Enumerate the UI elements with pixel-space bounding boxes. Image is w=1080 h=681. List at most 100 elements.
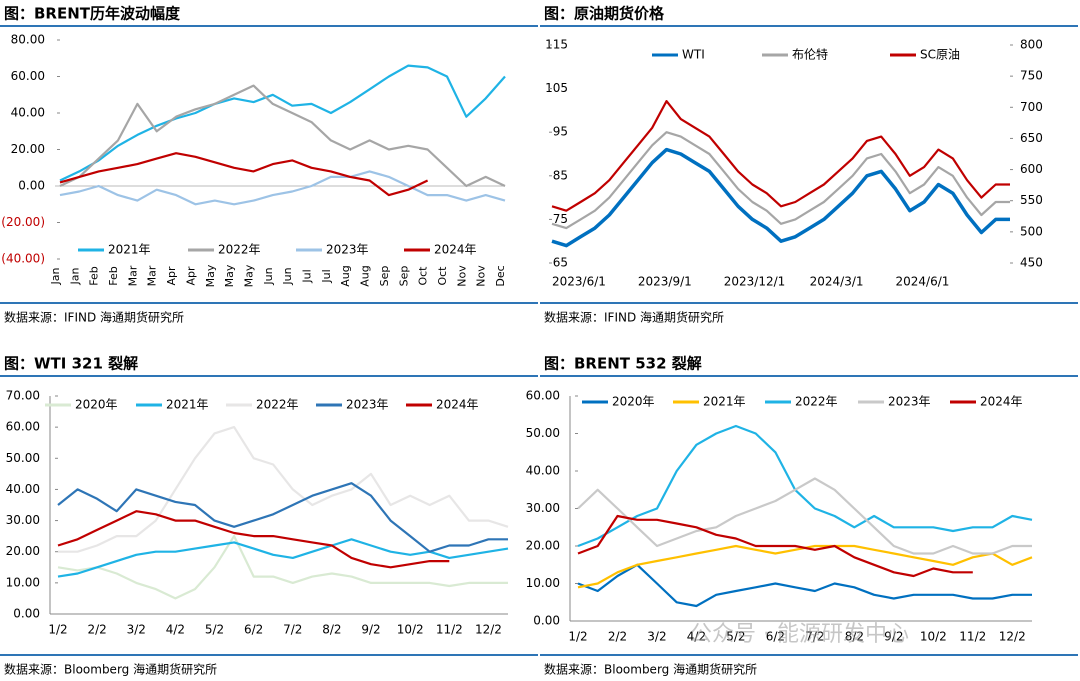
y2-tick-label: 650: [1020, 131, 1043, 145]
y-tick-label: 30.00: [526, 501, 560, 515]
series-line: [551, 147, 1010, 248]
x-tick-label: Mar: [146, 265, 159, 286]
legend-label: 2020年: [75, 398, 118, 412]
x-tick-label: Dec: [494, 265, 507, 286]
y-tick-label: 0.00: [18, 179, 45, 193]
x-tick-label: Jun: [262, 267, 275, 285]
legend-label: 2024年: [434, 243, 477, 257]
x-tick-label: Aug: [359, 265, 372, 286]
chart-title: 图：BRENT历年波动幅度: [4, 5, 181, 23]
y2-tick-label: 600: [1020, 162, 1043, 176]
y-tick-label: (40.00): [1, 252, 45, 266]
x-tick-label: 2/2: [608, 630, 627, 644]
y-tick-label: 20.00: [526, 539, 560, 553]
x-tick-label: 9/2: [361, 623, 380, 637]
x-tick-label: Feb: [107, 266, 120, 285]
x-tick-label: 5/2: [205, 623, 224, 637]
y-tick-label: 40.00: [6, 482, 40, 496]
series-line: [577, 563, 1032, 608]
x-tick-label: Nov: [455, 265, 468, 287]
x-tick-label: 2023/9/1: [638, 275, 692, 289]
y-tick-label: 80.00: [11, 33, 45, 47]
y-tick-label: 40.00: [11, 106, 45, 120]
y2-tick-label: 550: [1020, 193, 1043, 207]
y-tick-label: 0.00: [533, 614, 560, 628]
x-tick-label: 4/2: [687, 630, 706, 644]
legend-label: 2020年: [612, 395, 655, 409]
legend-label: 2021年: [108, 243, 151, 257]
x-tick-label: 7/2: [283, 623, 302, 637]
x-tick-label: Sep: [397, 266, 410, 287]
legend-label: 2024年: [980, 395, 1023, 409]
x-tick-label: 2023/12/1: [724, 275, 786, 289]
x-tick-label: 8/2: [322, 623, 341, 637]
y2-tick-label: 450: [1020, 256, 1043, 270]
y-tick-label: 20.00: [6, 544, 40, 558]
series-line: [577, 544, 1033, 589]
legend-label: 2022年: [218, 243, 261, 257]
chart-title: 图：WTI 321 裂解: [4, 355, 138, 373]
x-tick-label: Apr: [165, 266, 178, 286]
series-line: [59, 170, 506, 206]
x-tick-label: 2/2: [87, 623, 106, 637]
y2-tick-label: 800: [1020, 38, 1043, 52]
series-line: [59, 84, 506, 188]
y-tick-label: 50.00: [6, 451, 40, 465]
x-tick-label: 4/2: [166, 623, 185, 637]
series-line: [59, 152, 429, 197]
x-tick-label: 1/2: [48, 623, 67, 637]
x-tick-label: 6/2: [244, 623, 263, 637]
y-tick-label: 75: [553, 212, 568, 226]
series-line: [551, 131, 1010, 230]
series-line: [57, 510, 450, 569]
x-tick-label: Apr: [184, 266, 197, 286]
y-tick-label: 40.00: [526, 464, 560, 478]
x-tick-label: 9/2: [884, 630, 903, 644]
y-tick-label: 85: [553, 168, 568, 182]
source: 数据来源：IFIND 海通期货研究所: [544, 310, 724, 325]
source: 数据来源：Bloomberg 海通期货研究所: [4, 662, 217, 677]
source: 数据来源：Bloomberg 海通期货研究所: [544, 662, 757, 677]
series-line: [551, 100, 1010, 212]
y-tick-label: 60.00: [526, 389, 560, 403]
y2-tick-label: 500: [1020, 224, 1043, 238]
x-tick-label: 1/2: [568, 630, 587, 644]
y-tick-label: 65: [553, 256, 568, 270]
legend-label: 2022年: [256, 398, 299, 412]
y-tick-label: 60.00: [6, 420, 40, 434]
chart-title: 图：原油期货价格: [544, 5, 665, 23]
x-tick-label: May: [223, 264, 236, 287]
x-tick-label: Mar: [126, 265, 139, 286]
x-tick-label: Feb: [88, 266, 101, 285]
legend-label: 2023年: [326, 243, 369, 257]
x-tick-label: 11/2: [959, 630, 986, 644]
y-tick-label: 20.00: [11, 142, 45, 156]
y-tick-label: 70.00: [6, 389, 40, 403]
x-tick-label: 3/2: [127, 623, 146, 637]
legend-label: 2021年: [166, 398, 209, 412]
series-line: [57, 535, 508, 600]
legend-label: 2021年: [703, 395, 746, 409]
y2-tick-label: 700: [1020, 100, 1043, 114]
x-tick-label: 7/2: [805, 630, 824, 644]
x-tick-label: 6/2: [766, 630, 785, 644]
x-tick-label: 12/2: [999, 630, 1026, 644]
y-tick-label: 60.00: [11, 69, 45, 83]
y2-tick-label: 750: [1020, 69, 1043, 83]
y-tick-label: (20.00): [1, 215, 45, 229]
legend-label: 2024年: [436, 398, 479, 412]
x-tick-label: 11/2: [436, 623, 463, 637]
y-tick-label: 30.00: [6, 513, 40, 527]
watermark: 公众号 · 能源研发中心: [690, 622, 909, 647]
x-tick-label: 2024/6/1: [896, 275, 950, 289]
legend-label: 2023年: [888, 395, 931, 409]
x-tick-label: Jul: [301, 269, 314, 283]
x-tick-label: Nov: [475, 265, 488, 287]
x-tick-label: Aug: [339, 265, 352, 286]
y-tick-label: 50.00: [526, 426, 560, 440]
x-tick-label: Jan: [68, 267, 81, 285]
x-tick-label: 3/2: [647, 630, 666, 644]
legend-label: 2023年: [346, 398, 389, 412]
y-tick-label: 10.00: [526, 576, 560, 590]
